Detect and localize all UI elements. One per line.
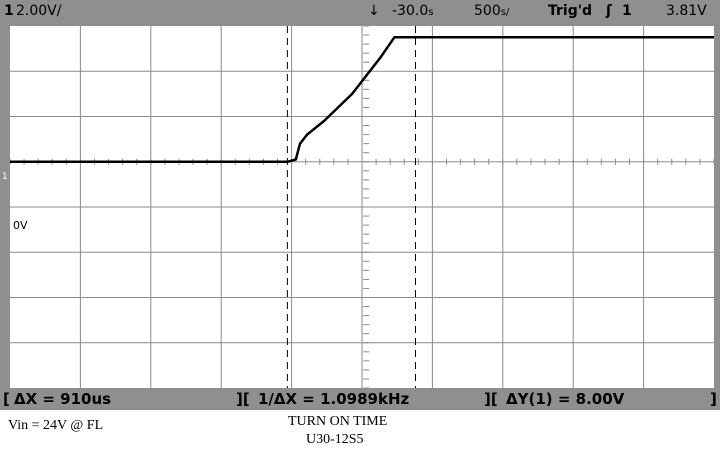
waveform-display: 0V	[10, 26, 714, 388]
status-bar: 1 2.00V/ ↓ -30.0s 500s/ Trig'd ʃ 1 3.81V	[0, 0, 720, 26]
measurement-bar: [ ΔX = 910us ][ 1/ΔX = 1.0989kHz ][ ΔY(1…	[0, 388, 720, 410]
measure-bracket-right-icon: ]	[710, 390, 717, 408]
channel-ground-marker: 1	[0, 172, 10, 202]
volts-per-div: 2.00V/	[16, 3, 62, 19]
chart-title: TURN ON TIME	[288, 414, 388, 429]
chart-subtitle: U30-12S5	[306, 432, 364, 447]
trigger-position-icon: ↓	[368, 3, 380, 19]
time-per-div-unit: s/	[500, 7, 510, 18]
time-offset-unit: s	[428, 7, 434, 18]
test-condition: Vin = 24V @ FL	[8, 418, 104, 433]
measure-bracket-left-icon: [	[3, 390, 10, 408]
cursor-lines	[286, 26, 417, 388]
measure-bracket-icon: ][	[236, 390, 250, 408]
trigger-level: 3.81V	[666, 3, 707, 19]
zero-level-label: 0V	[13, 219, 28, 232]
trigger-status: Trig'd	[548, 3, 593, 19]
right-frame	[714, 26, 720, 392]
trigger-slope-icon: ʃ	[606, 3, 612, 19]
delta-y-measurement: ΔY(1) = 8.00V	[506, 390, 625, 408]
time-offset-value: -30.0	[392, 3, 429, 19]
channel-marker-label: 1	[2, 172, 8, 182]
waveform-trace	[10, 36, 714, 164]
inverse-delta-x-measurement: 1/ΔX = 1.0989kHz	[258, 390, 410, 408]
time-offset: -30.0s	[392, 3, 433, 19]
time-per-div-value: 500	[474, 3, 501, 19]
measure-bracket-icon: ][	[484, 390, 498, 408]
left-frame	[0, 26, 10, 392]
time-per-div: 500s/	[474, 3, 509, 19]
trigger-channel: 1	[622, 3, 632, 19]
graticule	[10, 26, 714, 388]
channel-number: 1	[4, 3, 14, 19]
delta-x-measurement: ΔX = 910us	[14, 390, 112, 408]
